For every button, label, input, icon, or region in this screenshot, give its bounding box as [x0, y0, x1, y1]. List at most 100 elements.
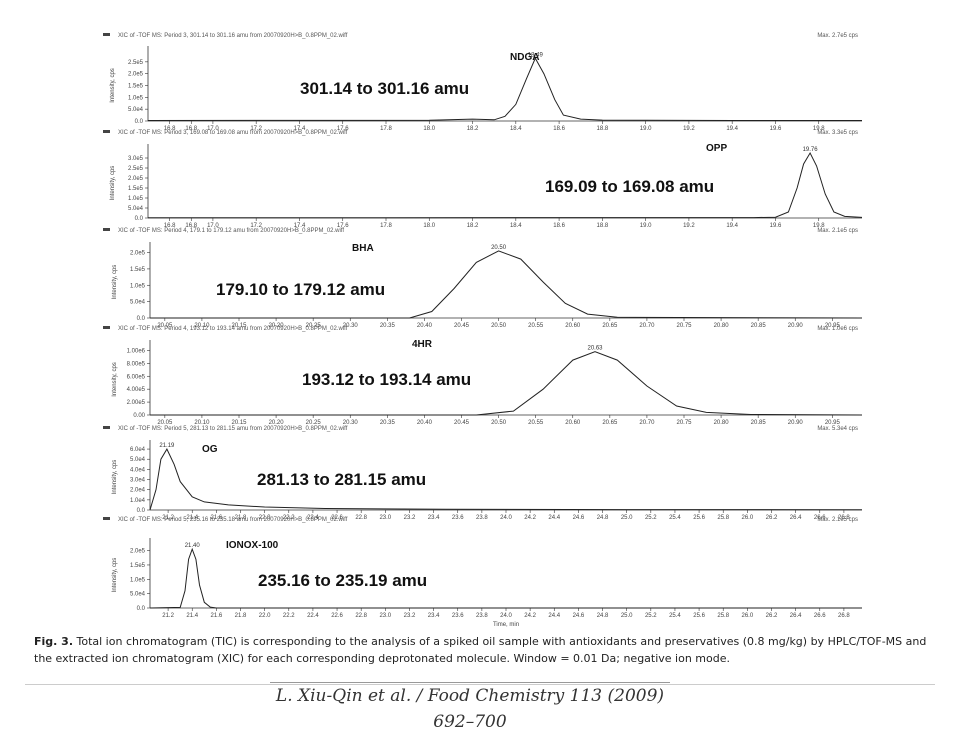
x-tick-label: 25.2: [645, 515, 657, 521]
mass-range-label: 169.09 to 169.08 amu: [545, 177, 714, 196]
panel-header: XIC of -TOF MS: Period 4, 193.12 to 193.…: [118, 326, 348, 332]
y-axis-label: Intensity, cps: [112, 265, 118, 300]
x-tick-label: 24.8: [597, 613, 609, 619]
header-marker: [103, 130, 110, 133]
x-tick-label: 25.8: [717, 613, 729, 619]
x-tick-label: 22.0: [259, 613, 271, 619]
x-tick-label: 22.4: [307, 613, 319, 619]
x-tick-label: 18.2: [467, 223, 479, 229]
x-tick-label: 20.75: [676, 420, 692, 426]
x-tick-label: 20.20: [269, 323, 285, 329]
y-tick-label: 6.00e5: [127, 374, 146, 380]
x-tick-label: 20.95: [825, 420, 841, 426]
x-tick-label: 20.65: [602, 420, 618, 426]
x-tick-label: 22.6: [331, 613, 343, 619]
x-tick-label: 20.30: [343, 420, 359, 426]
compound-name: OG: [202, 444, 218, 455]
x-tick-label: 25.8: [717, 515, 729, 521]
peak-label: 20.63: [587, 346, 603, 352]
x-tick-label: 19.2: [683, 126, 695, 132]
peak-label: 19.76: [803, 147, 819, 153]
x-tick-label: 26.0: [742, 613, 754, 619]
y-tick-label: 6.0e4: [130, 447, 146, 453]
y-tick-label: 5.0e4: [130, 592, 146, 598]
compound-name: NDGA: [510, 52, 539, 63]
x-tick-label: 17.2: [250, 126, 262, 132]
x-tick-label: 19.2: [683, 223, 695, 229]
x-tick-label: 19.4: [726, 126, 738, 132]
x-tick-label: 22.2: [283, 613, 295, 619]
y-tick-label: 2.0e5: [130, 251, 146, 257]
x-tick-label: 21.8: [235, 613, 247, 619]
y-tick-label: 1.0e5: [128, 95, 144, 101]
x-tick-label: 20.70: [639, 323, 655, 329]
figure-caption: Fig. 3. Total ion chromatogram (TIC) is …: [34, 633, 934, 667]
x-tick-label: 20.85: [751, 420, 767, 426]
x-tick-label: 24.0: [500, 515, 512, 521]
chromatogram-panel-3: XIC of -TOF MS: Period 4, 179.1 to 179.1…: [103, 228, 863, 329]
y-tick-label: 5.0e4: [130, 300, 146, 306]
caption-fig-label: Fig. 3.: [34, 635, 73, 648]
y-tick-label: 4.00e5: [127, 387, 146, 393]
header-marker: [103, 517, 110, 520]
y-tick-label: 5.0e4: [128, 107, 144, 113]
y-axis-label: Intensity, cps: [110, 166, 116, 201]
x-tick-label: 17.6: [337, 223, 349, 229]
x-tick-label: 24.6: [573, 515, 585, 521]
x-tick-label: 20.45: [454, 323, 470, 329]
x-tick-label: 25.2: [645, 613, 657, 619]
x-tick-label: 20.20: [269, 420, 285, 426]
x-tick-label: 18.0: [423, 223, 435, 229]
x-tick-label: 22.0: [259, 515, 271, 521]
x-tick-label: 20.50: [491, 323, 507, 329]
x-tick-label: 25.0: [621, 613, 633, 619]
y-tick-label: 1.5e5: [130, 563, 146, 569]
chromatogram-trace: [150, 351, 863, 416]
y-tick-label: 1.0e4: [130, 498, 146, 504]
x-tick-label: 20.05: [157, 323, 173, 329]
x-tick-label: 26.4: [790, 613, 802, 619]
x-tick-label: 22.4: [307, 515, 319, 521]
x-tick-label: 26.0: [742, 515, 754, 521]
panel-max-label: Max. 1.0e6 cps: [817, 326, 858, 332]
x-tick-label: 25.4: [669, 515, 681, 521]
y-tick-label: 0.0: [137, 508, 146, 514]
x-tick-label: 20.10: [194, 323, 210, 329]
x-tick-label: 20.80: [714, 420, 730, 426]
x-tick-label: 18.4: [510, 126, 522, 132]
x-tick-label: 22.2: [283, 515, 295, 521]
x-tick-label: 16.8: [164, 223, 176, 229]
y-axis-label: Intensity, cps: [112, 460, 118, 495]
x-tick-label: 20.15: [231, 323, 247, 329]
x-tick-label: 20.95: [825, 323, 841, 329]
x-tick-label: 18.4: [510, 223, 522, 229]
x-tick-label: 23.0: [379, 613, 391, 619]
x-tick-label: 25.4: [669, 613, 681, 619]
panel-header: XIC of -TOF MS: Period 3, 301.14 to 301.…: [118, 33, 348, 39]
x-tick-label: 26.8: [838, 515, 850, 521]
mass-range-label: 281.13 to 281.15 amu: [257, 470, 426, 489]
chromatogram-panel-1: XIC of -TOF MS: Period 3, 301.14 to 301.…: [103, 33, 862, 132]
panel-header: XIC of -TOF MS: Period 5, 235.16 to 235.…: [118, 517, 348, 523]
y-tick-label: 3.0e5: [128, 156, 144, 162]
compound-name: BHA: [352, 243, 374, 254]
y-tick-label: 1.5e5: [128, 186, 144, 192]
y-tick-label: 2.0e5: [130, 549, 146, 555]
x-tick-label: 23.4: [428, 613, 440, 619]
x-tick-label: 20.55: [528, 420, 544, 426]
x-tick-label: 23.8: [476, 515, 488, 521]
x-tick-label: 22.8: [355, 613, 367, 619]
compound-name: 4HR: [412, 339, 433, 350]
x-tick-label: 26.6: [814, 613, 826, 619]
y-tick-label: 5.0e4: [128, 206, 144, 212]
x-tick-label: 18.6: [553, 126, 565, 132]
y-tick-label: 5.0e4: [130, 457, 146, 463]
x-tick-label: 17.8: [380, 223, 392, 229]
x-tick-label: 26.6: [814, 515, 826, 521]
x-tick-label: 25.6: [693, 515, 705, 521]
panel-max-label: Max. 2.1e5 cps: [817, 228, 858, 234]
y-tick-label: 1.0e5: [130, 577, 146, 583]
x-tick-label: 24.6: [573, 613, 585, 619]
x-tick-label: 21.6: [211, 515, 223, 521]
peak-label: 18.49: [528, 52, 544, 58]
